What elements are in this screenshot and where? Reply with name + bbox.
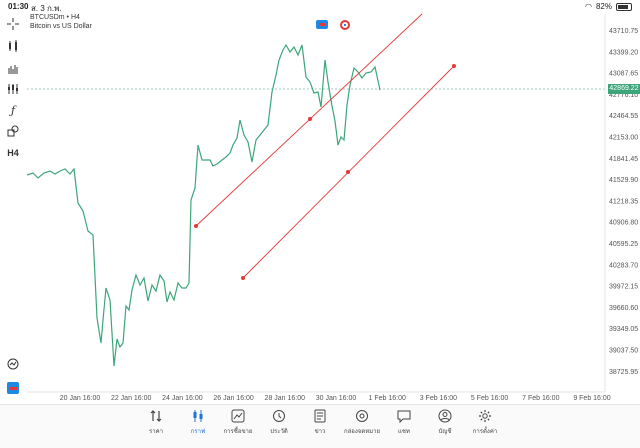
time-axis-label: 3 Feb 16:00: [420, 395, 457, 402]
history-icon: [273, 410, 285, 422]
nav-item-trade[interactable]: การซื้อขาย: [217, 409, 259, 436]
nav-item-mailbox[interactable]: กล่องจดหมาย: [341, 409, 383, 436]
status-bar: 01:30 ส. 3 ก.พ. ◠ 82%: [0, 0, 640, 14]
crosshair-icon[interactable]: [5, 16, 21, 32]
price-axis-label: 41841.45: [609, 156, 638, 163]
time-axis[interactable]: 20 Jan 16:00 22 Jan 16:00 24 Jan 16:00 26 J…: [60, 395, 611, 402]
price-axis-label: 43087.65: [609, 71, 638, 78]
nav-item-label: ข่าว: [314, 429, 326, 435]
price-axis-label: 39972.15: [609, 284, 638, 291]
symbol-description: Bitcoin vs US Dollar: [30, 23, 92, 30]
price-series-line: [26, 43, 381, 367]
nav-item-label: กราฟ: [190, 429, 206, 435]
channel-anchor-point[interactable]: [452, 64, 456, 68]
current-price-label: 42869.22: [608, 84, 640, 94]
function-icon[interactable]: ƒ: [10, 103, 16, 117]
mailbox-icon: [356, 410, 368, 422]
candles-icon[interactable]: [5, 81, 21, 97]
battery-percent: 82%: [595, 2, 612, 11]
channel-anchor-point[interactable]: [346, 170, 350, 174]
trade-icon: [231, 409, 245, 423]
time-axis-label: 22 Jan 16:00: [111, 395, 152, 402]
nav-item-quotes[interactable]: ราคา: [135, 409, 177, 436]
trend-channel[interactable]: [194, 13, 456, 280]
nav-item-label: กล่องจดหมาย: [343, 429, 381, 435]
settings-icon: [479, 410, 491, 422]
price-axis-label: 42464.55: [609, 113, 638, 120]
time-axis-label: 26 Jan 16:00: [213, 395, 254, 402]
channel-anchor-point[interactable]: [308, 117, 312, 121]
news-icon: [314, 409, 326, 423]
indicators-icon[interactable]: [5, 38, 21, 54]
time-axis-label: 7 Feb 16:00: [522, 395, 559, 402]
nav-item-chat[interactable]: แชท: [383, 409, 425, 436]
nav-item-label: แชท: [398, 429, 410, 435]
wifi-icon: ◠: [585, 2, 592, 11]
nav-item-label: บัญชี: [438, 429, 452, 435]
nav-item-account[interactable]: บัญชี: [424, 409, 466, 436]
price-axis-label: 42153.00: [609, 135, 638, 142]
time-axis-label: 1 Feb 16:00: [369, 395, 406, 402]
channel-anchor-point[interactable]: [194, 224, 198, 228]
symbol-title[interactable]: BTCUSDm • H4: [30, 14, 80, 21]
price-axis-label: 40595.25: [609, 241, 638, 248]
nav-item-chart[interactable]: กราฟ: [177, 409, 219, 436]
price-axis-label: 43399.20: [609, 49, 638, 56]
price-axis-label: 38725.95: [609, 369, 638, 376]
nav-item-label: ประวัติ: [270, 429, 288, 435]
price-axis-label: 40283.70: [609, 262, 638, 269]
bottom-navigation: ราคา กราฟ การซื้อขาย ประวัติ ข่าว กล่องจดหมาย…: [0, 404, 640, 448]
status-date: ส. 3 ก.พ.: [31, 4, 62, 13]
app-logo-icon[interactable]: [5, 380, 21, 396]
price-axis-label: 39037.50: [609, 348, 638, 355]
channel-anchor-point[interactable]: [241, 276, 245, 280]
nav-item-label: การซื้อขาย: [223, 429, 253, 435]
price-axis-label: 41529.90: [609, 177, 638, 184]
nav-item-label: ราคา: [149, 429, 163, 435]
price-axis-label: 40906.80: [609, 220, 638, 227]
bar-chart-icon[interactable]: [5, 60, 21, 76]
time-axis-label: 28 Jan 16:00: [265, 395, 306, 402]
price-axis-label: 41218.35: [609, 198, 638, 205]
price-axis-label: 39349.05: [609, 326, 638, 333]
chat-icon: [397, 410, 411, 423]
time-axis-label: 9 Feb 16:00: [573, 395, 610, 402]
chart-icon: [193, 410, 203, 422]
price-axis[interactable]: 43710.75 43399.20 43087.65 42776.10 42464.55…: [609, 28, 638, 376]
nav-item-label: การตั้งค่า: [472, 429, 498, 435]
time-axis-label: 24 Jan 16:00: [162, 395, 203, 402]
objects-icon[interactable]: [5, 123, 21, 139]
status-indicators: ◠ 82%: [585, 2, 632, 11]
timeframe-icon[interactable]: H4: [7, 148, 19, 158]
time-axis-label: 20 Jan 16:00: [60, 395, 101, 402]
zoom-icon[interactable]: [5, 356, 21, 372]
price-axis-label: 42776.10: [609, 92, 638, 99]
price-axis-label: 43710.75: [609, 28, 638, 35]
time-axis-label: 30 Jan 16:00: [316, 395, 357, 402]
quotes-icon: [150, 410, 162, 422]
nav-item-news[interactable]: ข่าว: [299, 409, 341, 436]
nav-item-settings[interactable]: การตั้งค่า: [464, 409, 506, 436]
price-axis-label: 39660.60: [609, 305, 638, 312]
trade-panel-icon[interactable]: [316, 20, 328, 29]
battery-icon: [616, 2, 632, 11]
price-chart[interactable]: 43710.75 43399.20 43087.65 42776.10 42464.55…: [0, 0, 640, 404]
battery-level: [618, 4, 628, 9]
time-axis-label: 5 Feb 16:00: [471, 395, 508, 402]
account-icon: [438, 409, 452, 423]
chart-toolbar: ƒ H4: [0, 14, 26, 400]
nav-item-history[interactable]: ประวัติ: [258, 409, 300, 436]
status-time: 01:30: [8, 2, 29, 11]
one-click-trading-icon[interactable]: [340, 20, 350, 30]
